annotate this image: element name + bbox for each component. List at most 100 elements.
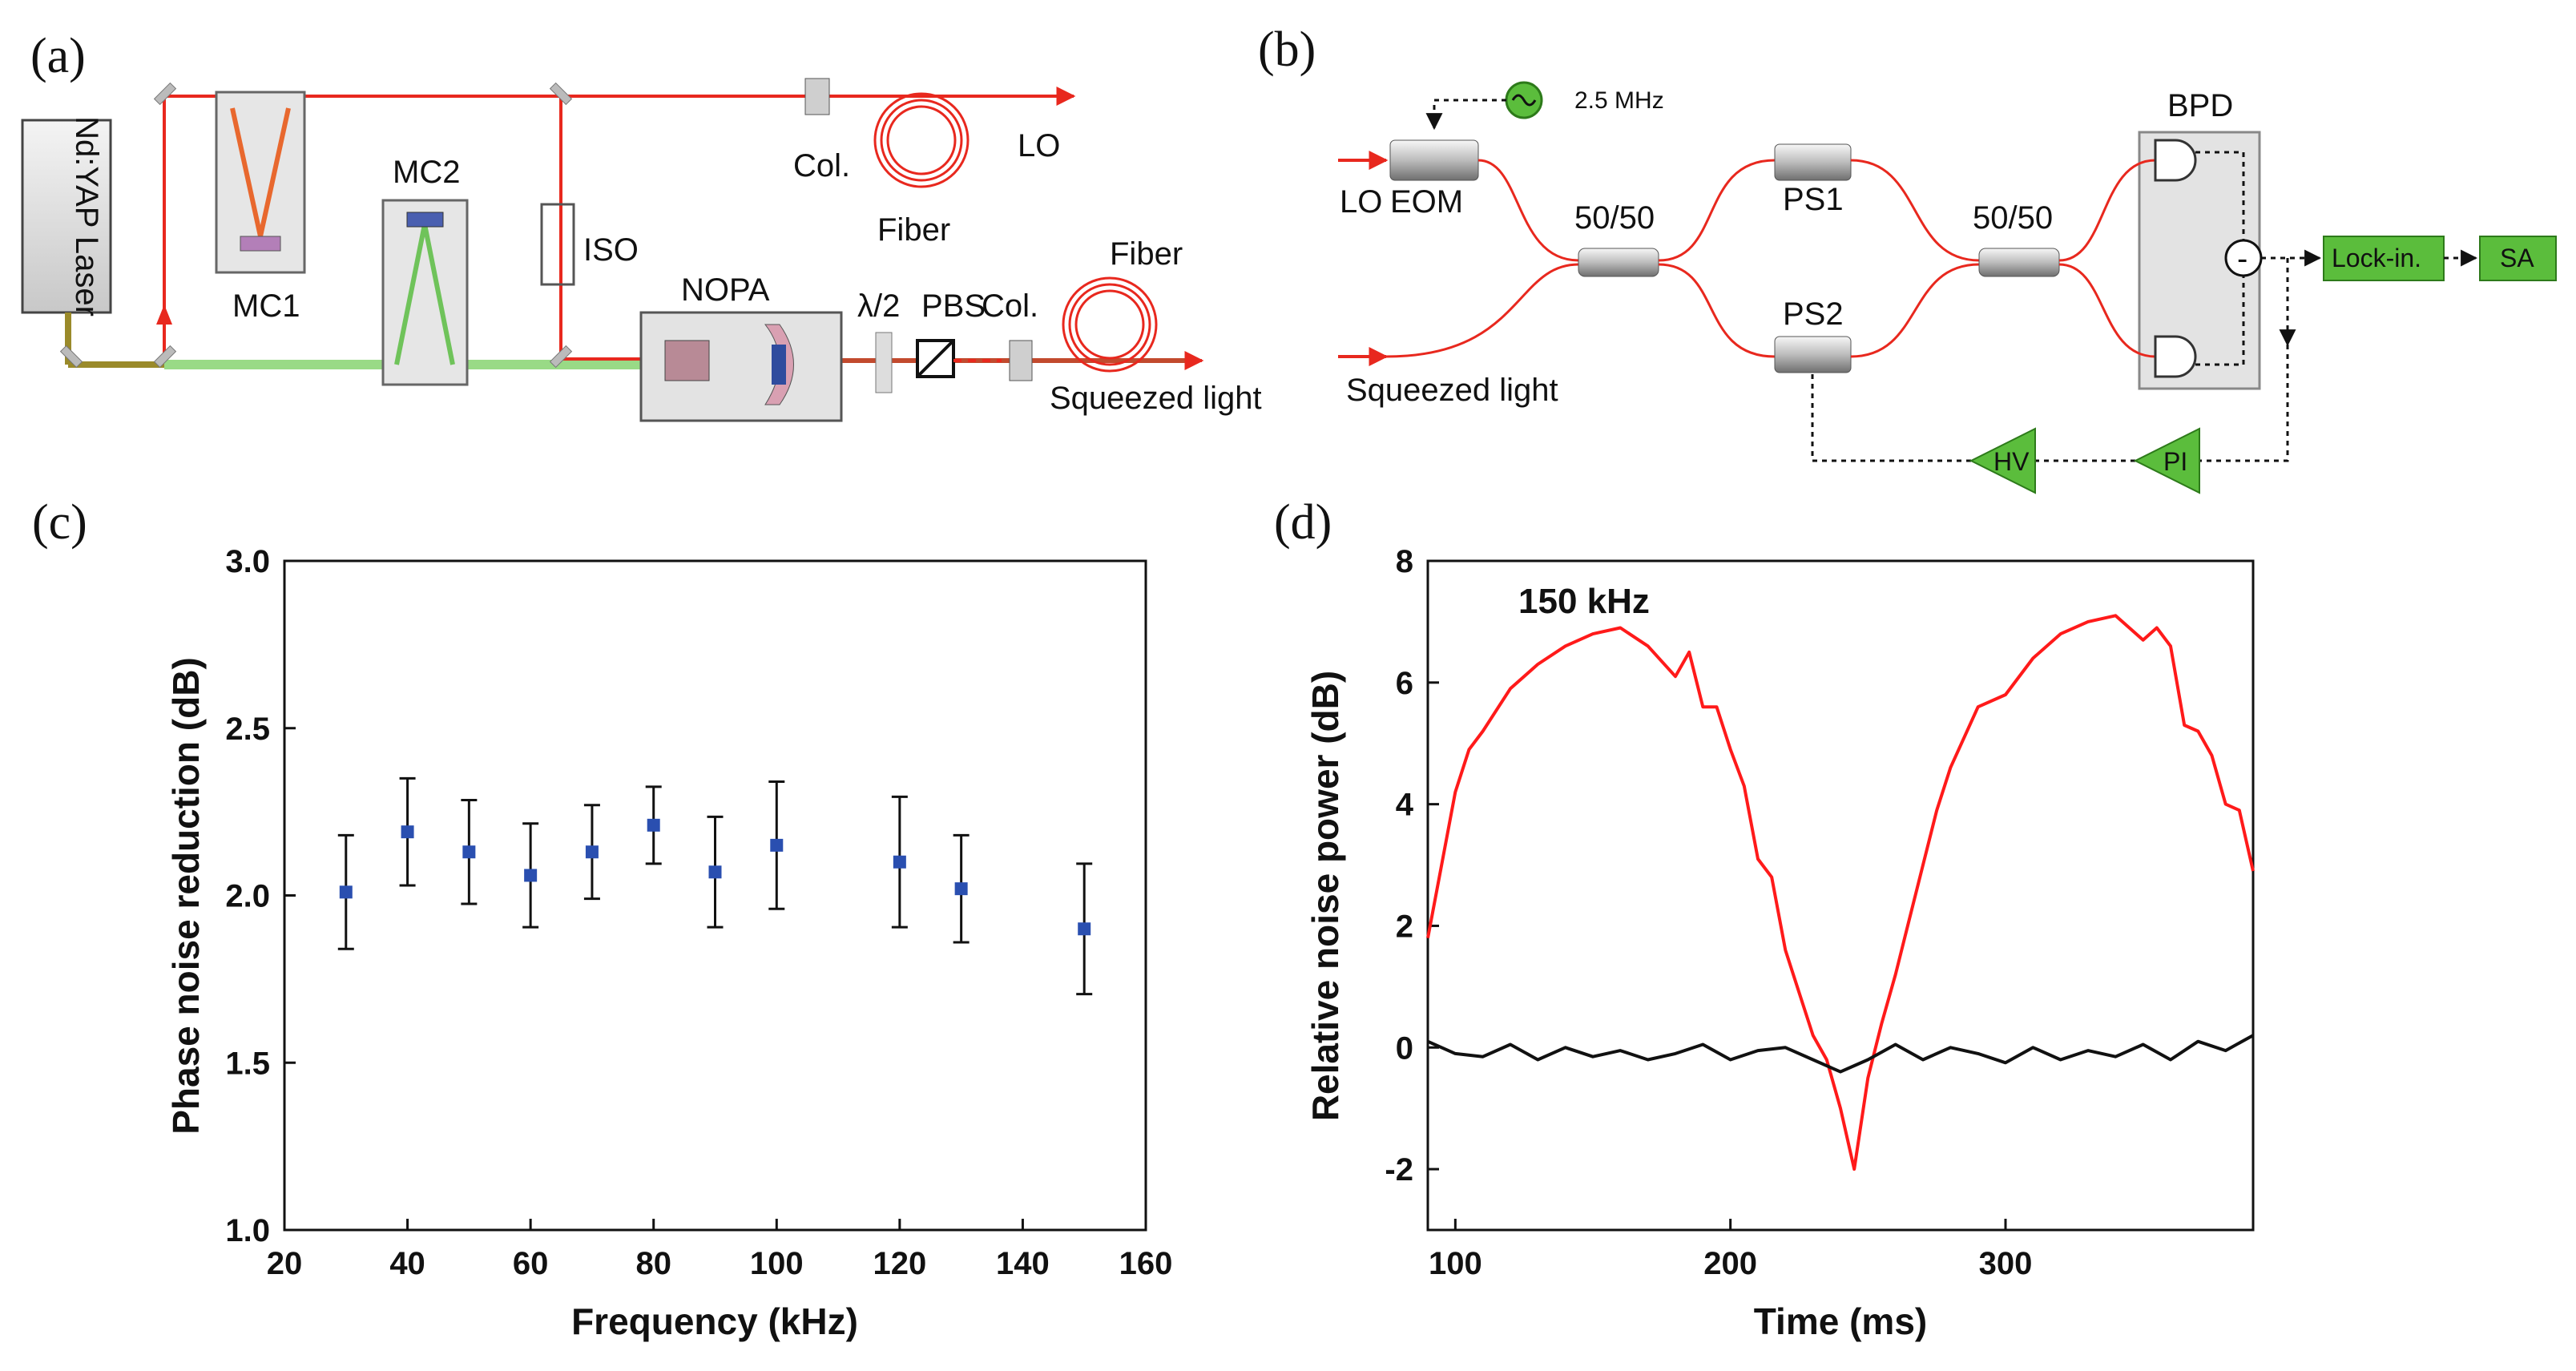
setup-b-diagram: 2.5 MHz LO EOM 50/50 Squeezed light PS1 …	[1338, 81, 2557, 494]
mirror-5	[549, 345, 573, 369]
mc1-label: MC1	[232, 288, 300, 324]
chart-d-x-ticks: 100 200 300	[1429, 1219, 2032, 1281]
photodiode-1-icon	[2154, 139, 2197, 182]
chart-c-x-tick-label: 20	[267, 1246, 303, 1281]
squeezed-light-label-b: Squeezed light	[1346, 373, 1558, 408]
fiber-top-coil	[873, 92, 970, 188]
mirror-3	[153, 82, 177, 106]
laser-box	[21, 119, 112, 314]
chart-c-x-tick-label: 40	[389, 1246, 425, 1281]
sa-box	[2479, 236, 2557, 281]
fiber-bottom-coil	[1062, 276, 1158, 373]
hv-triangle	[1969, 427, 2036, 494]
bs2-label: 50/50	[1973, 200, 2053, 236]
sa-label: SA	[2500, 244, 2534, 272]
chart-c-data-point	[401, 825, 414, 839]
chart-d-y-tick-label: 6	[1396, 666, 1413, 701]
lo-to-bs1	[1477, 159, 1579, 262]
chart-d-y-tick-label: 8	[1396, 544, 1413, 579]
chart-c-y-title: Phase noise reduction (dB)	[165, 657, 207, 1135]
panel-label-a: (a)	[30, 29, 86, 83]
arm2-out	[1850, 263, 1980, 358]
freq-label: 2.5 MHz	[1574, 87, 1664, 114]
laser-label: Nd:YAP Laser	[69, 116, 104, 317]
chart-c-data-point	[708, 865, 722, 879]
chart-d-y-tick-label: 4	[1396, 788, 1414, 823]
nopa-crystal	[664, 340, 710, 381]
mc2-label: MC2	[393, 155, 460, 190]
chart-d-y-tick-label: 2	[1396, 909, 1413, 944]
chart-c-x-tick-label: 100	[750, 1246, 804, 1281]
chart-c-x-tick-label: 160	[1119, 1246, 1173, 1281]
chart-c-data-point	[893, 855, 906, 869]
bs2-to-pd2	[2058, 263, 2156, 358]
panel-label-b: (b)	[1258, 22, 1316, 77]
chart-c-y-tick-label: 1.0	[225, 1213, 270, 1248]
setup-a-diagram: Nd:YAP Laser MC1 MC2 ISO Col	[21, 78, 1262, 422]
chart-d-annotation: 150 kHz	[1518, 582, 1650, 621]
ps1-label: PS1	[1783, 182, 1844, 217]
chart-c-y-ticks: 1.0 1.5 2.0 2.5 3.0	[225, 544, 296, 1248]
chart-d-x-tick-label: 300	[1979, 1246, 2033, 1281]
chart-c-y-tick-label: 2.0	[225, 879, 270, 914]
panel-label-d: (d)	[1274, 495, 1332, 550]
chart-c-data-point	[339, 885, 353, 899]
arm2-in	[1658, 263, 1776, 358]
lo-label: LO	[1018, 128, 1060, 163]
chart-c-data-point	[524, 869, 538, 882]
bpd-wiring	[2195, 151, 2245, 366]
arm1-out	[1850, 159, 1980, 262]
chart-c-data-point	[1078, 922, 1091, 936]
chart-d-x-tick-label: 200	[1703, 1246, 1757, 1281]
chart-d-y-ticks: -2 0 2 4 6 8	[1385, 544, 1439, 1188]
chart-c-y-tick-label: 2.5	[225, 712, 270, 747]
ps2-device	[1774, 336, 1852, 373]
hv-label: HV	[1993, 447, 2030, 476]
chart-c-y-tick-label: 1.5	[225, 1046, 270, 1081]
chart-d-y-tick-label: 0	[1396, 1030, 1413, 1066]
fiber-bottom-label: Fiber	[1110, 236, 1183, 272]
chart-d-plot-area	[1426, 559, 2255, 1232]
eom-label: EOM	[1390, 184, 1463, 220]
chart-d-y-title: Relative noise power (dB)	[1304, 671, 1346, 1121]
bpd-label: BPD	[2167, 88, 2233, 123]
bs2-to-pd1	[2058, 159, 2156, 262]
chart-c-data-point	[647, 818, 660, 832]
lockin-label: Lock-in.	[2332, 244, 2421, 272]
pbs-diagonal	[916, 339, 955, 378]
chart-c-x-title: Frequency (kHz)	[571, 1300, 858, 1342]
chart-d-x-tick-label: 100	[1429, 1246, 1482, 1281]
mc1-mirror	[240, 236, 281, 252]
chart-c-x-tick-label: 60	[513, 1246, 549, 1281]
chart-c-data-point	[585, 845, 599, 859]
lo-b-label: LO	[1340, 184, 1382, 220]
panel-label-c: (c)	[32, 495, 87, 550]
chart-c-data-point	[462, 845, 476, 859]
chart-c-x-tick-label: 120	[873, 1246, 926, 1281]
pi-triangle	[2133, 427, 2200, 494]
minus-label: -	[2237, 241, 2247, 276]
feedback-line-3	[1811, 373, 1971, 462]
chart-c-y-tick-label: 3.0	[225, 544, 270, 579]
chart-c-x-tick-label: 140	[996, 1246, 1050, 1281]
half-wave-plate	[875, 332, 893, 393]
chart-d: 100 200 300 -2 0 2 4 6 8 150 kHz Time (ms) Rela…	[1304, 544, 2255, 1342]
chart-d-x-title: Time (ms)	[1754, 1300, 1927, 1342]
chart-d-y-tick-label: -2	[1385, 1152, 1413, 1188]
nopa-label: NOPA	[681, 272, 770, 308]
chart-d-lines	[1426, 614, 2255, 1171]
chart-c-points	[337, 776, 1093, 996]
chart-d-series-noise-trace	[1426, 614, 2255, 1171]
bs2-coupler	[1978, 248, 2060, 277]
mc2-mirror	[406, 212, 444, 228]
bs1-coupler	[1578, 248, 1659, 277]
feedback-line-1	[2199, 345, 2289, 462]
collimator-top	[804, 78, 830, 115]
pbs-label: PBS	[921, 288, 986, 324]
photodiode-2-icon	[2154, 335, 2197, 378]
eom-device	[1389, 139, 1479, 181]
collimator-bottom	[1009, 340, 1033, 381]
half-wave-label: λ/2	[857, 288, 900, 324]
pi-label: PI	[2163, 447, 2187, 476]
mirror-1	[59, 345, 83, 369]
